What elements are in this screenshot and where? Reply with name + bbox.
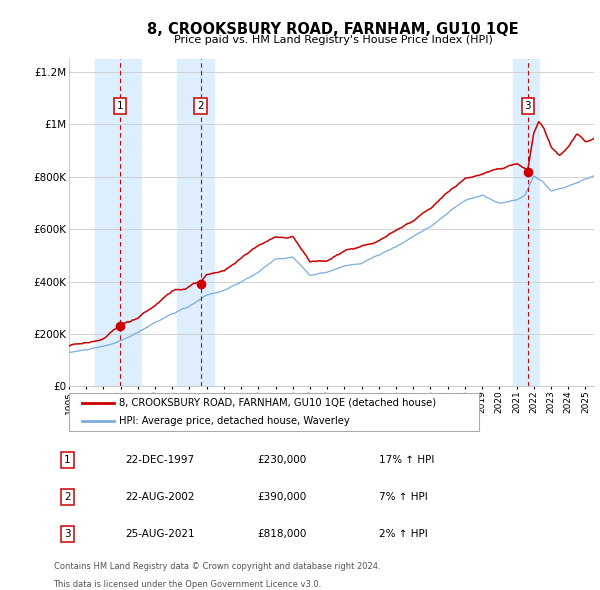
Text: 22-AUG-2002: 22-AUG-2002 <box>125 492 195 502</box>
Bar <box>178 59 214 386</box>
Text: 8, CROOKSBURY ROAD, FARNHAM, GU10 1QE: 8, CROOKSBURY ROAD, FARNHAM, GU10 1QE <box>147 22 519 37</box>
Text: 17% ↑ HPI: 17% ↑ HPI <box>379 455 434 466</box>
FancyBboxPatch shape <box>69 392 479 431</box>
Text: 25-AUG-2021: 25-AUG-2021 <box>125 529 195 539</box>
Text: 1: 1 <box>64 455 71 466</box>
Text: £818,000: £818,000 <box>258 529 307 539</box>
Text: 2% ↑ HPI: 2% ↑ HPI <box>379 529 428 539</box>
Text: This data is licensed under the Open Government Licence v3.0.: This data is licensed under the Open Gov… <box>53 581 322 589</box>
Text: 7% ↑ HPI: 7% ↑ HPI <box>379 492 428 502</box>
Text: 3: 3 <box>524 101 531 111</box>
Text: 2: 2 <box>197 101 204 111</box>
Text: £390,000: £390,000 <box>258 492 307 502</box>
Text: £230,000: £230,000 <box>258 455 307 466</box>
Bar <box>95 59 141 386</box>
Text: 1: 1 <box>117 101 124 111</box>
Text: 8, CROOKSBURY ROAD, FARNHAM, GU10 1QE (detached house): 8, CROOKSBURY ROAD, FARNHAM, GU10 1QE (d… <box>119 398 436 408</box>
Text: 2: 2 <box>64 492 71 502</box>
Text: Contains HM Land Registry data © Crown copyright and database right 2024.: Contains HM Land Registry data © Crown c… <box>53 562 380 572</box>
Text: Price paid vs. HM Land Registry's House Price Index (HPI): Price paid vs. HM Land Registry's House … <box>173 35 493 45</box>
Text: 3: 3 <box>64 529 71 539</box>
Text: HPI: Average price, detached house, Waverley: HPI: Average price, detached house, Wave… <box>119 416 350 426</box>
Bar <box>513 59 539 386</box>
Text: 22-DEC-1997: 22-DEC-1997 <box>125 455 194 466</box>
